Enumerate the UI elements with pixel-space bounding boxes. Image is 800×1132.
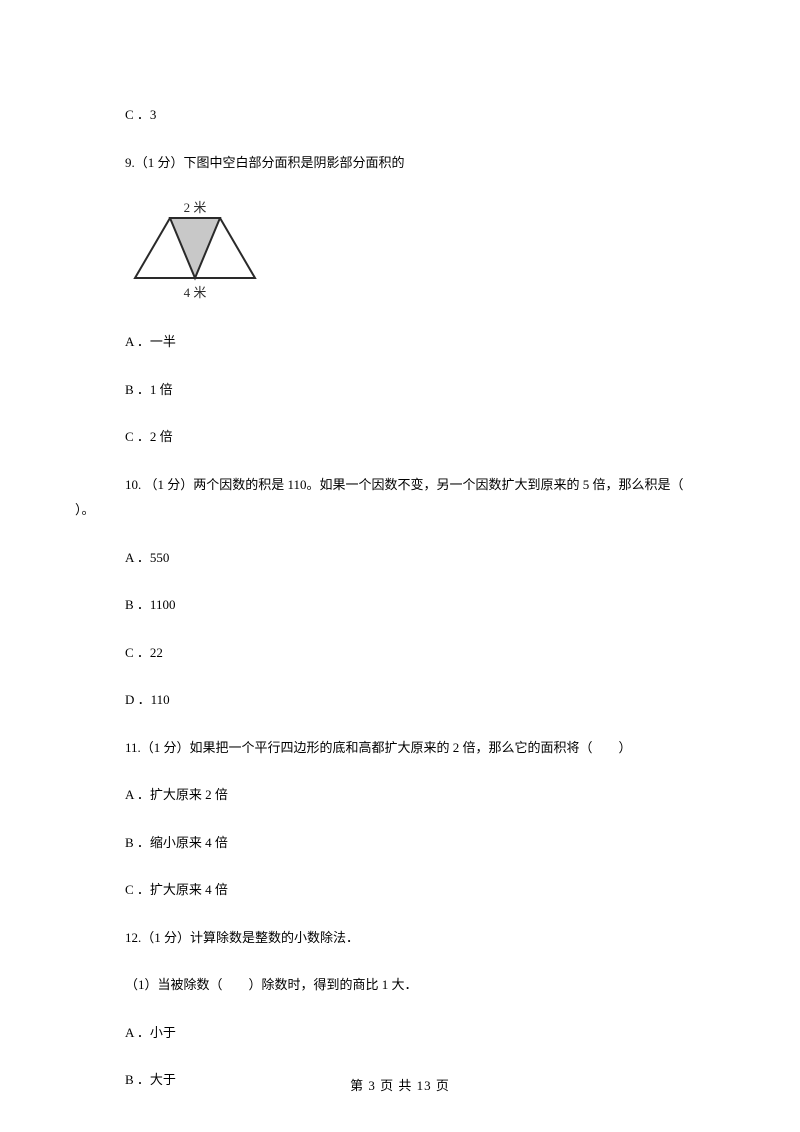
- option-a-enlarge2: A ．扩大原来 2 倍: [75, 785, 725, 805]
- option-a-less: A ．小于: [75, 1023, 725, 1043]
- option-b-shrink4: B ．缩小原来 4 倍: [75, 833, 725, 853]
- option-b-1100: B ．1100: [75, 595, 725, 615]
- option-c-3: C ．3: [75, 105, 725, 125]
- option-a-half: A ．一半: [75, 332, 725, 352]
- option-c-2x: C ．2 倍: [75, 427, 725, 447]
- question-11: 11.（1 分）如果把一个平行四边形的底和高都扩大原来的 2 倍，那么它的面积将…: [75, 738, 725, 758]
- option-d-110: D ．110: [75, 690, 725, 710]
- question-10-cont: ）。: [75, 500, 725, 520]
- trapezoid-svg: 2 米 4 米: [125, 200, 265, 300]
- trapezoid-figure: 2 米 4 米: [125, 200, 725, 304]
- figure-top-label: 2 米: [184, 200, 207, 215]
- option-c-enlarge4: C ．扩大原来 4 倍: [75, 880, 725, 900]
- question-9: 9.（1 分）下图中空白部分面积是阴影部分面积的: [75, 153, 725, 173]
- figure-bottom-label: 4 米: [184, 285, 207, 300]
- shaded-triangle: [170, 218, 220, 278]
- option-c-22: C ．22: [75, 643, 725, 663]
- question-10: 10. （1 分）两个因数的积是 110。如果一个因数不变，另一个因数扩大到原来…: [75, 475, 725, 495]
- option-a-550: A ．550: [75, 548, 725, 568]
- option-b-1x: B ．1 倍: [75, 380, 725, 400]
- page-content: C ．3 9.（1 分）下图中空白部分面积是阴影部分面积的 2 米 4 米 A …: [0, 0, 800, 1090]
- question-12: 12.（1 分）计算除数是整数的小数除法．: [75, 928, 725, 948]
- question-12-sub1: （1）当被除数（ ）除数时，得到的商比 1 大．: [75, 975, 725, 995]
- page-footer: 第 3 页 共 13 页: [0, 1075, 800, 1094]
